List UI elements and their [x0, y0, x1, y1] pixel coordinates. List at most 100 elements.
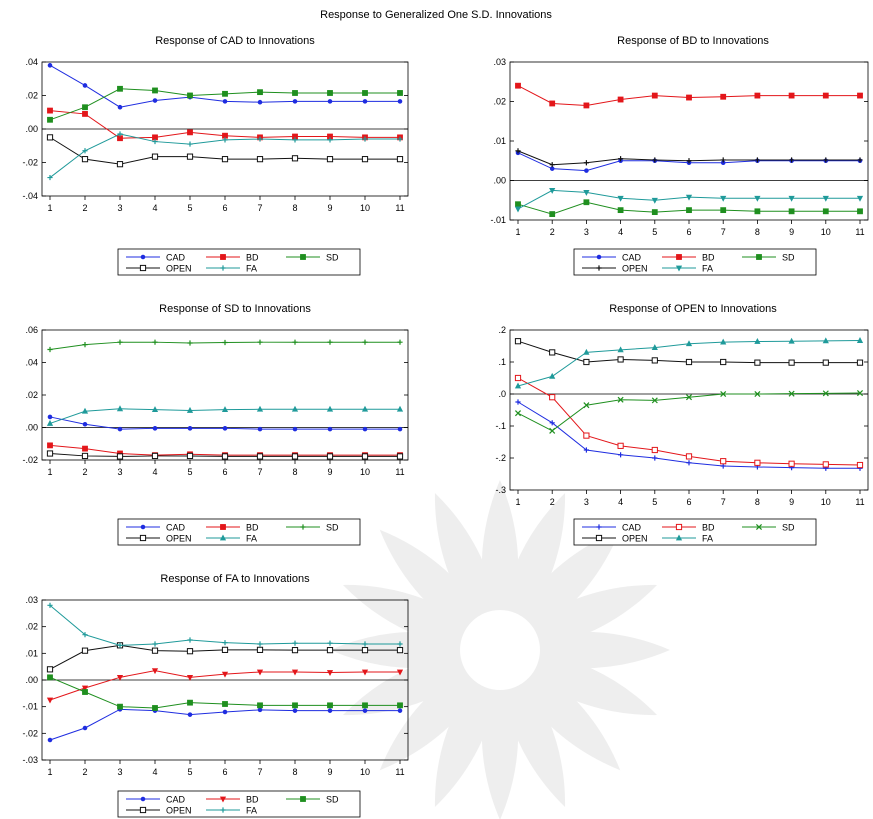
data-point — [292, 702, 298, 709]
legend-marker — [675, 523, 683, 531]
legend-marker — [139, 264, 147, 272]
y-tick-label: .1 — [498, 357, 506, 367]
y-tick-label: -.3 — [495, 485, 506, 495]
y-tick-label: -.02 — [22, 158, 38, 168]
data-point — [222, 701, 228, 707]
data-point — [788, 337, 795, 344]
data-point — [47, 174, 53, 181]
data-point — [857, 157, 863, 163]
y-tick-label: .04 — [25, 358, 38, 368]
data-point — [152, 705, 158, 711]
legend-label: OPEN — [166, 534, 192, 544]
legend-marker — [140, 524, 146, 530]
data-point — [46, 419, 54, 426]
data-point — [617, 396, 624, 403]
x-tick-label: 4 — [152, 467, 157, 477]
data-point — [396, 453, 404, 460]
data-point — [789, 157, 795, 163]
data-point — [720, 458, 727, 465]
data-point — [292, 708, 298, 713]
data-point — [327, 426, 333, 432]
data-point — [222, 426, 228, 431]
data-point — [81, 452, 89, 460]
data-point — [81, 156, 89, 163]
legend-marker — [675, 265, 683, 272]
watermark-petal — [342, 584, 471, 649]
data-point — [720, 358, 727, 366]
y-tick-label: .2 — [498, 325, 506, 335]
x-tick-label: 7 — [721, 497, 726, 507]
data-point — [720, 157, 726, 163]
series-cad — [515, 399, 863, 471]
chart-title: Response of CAD to Innovations — [155, 35, 315, 47]
data-point — [187, 699, 193, 706]
legend-marker — [595, 534, 603, 542]
data-point — [822, 337, 829, 344]
data-point — [362, 339, 368, 345]
data-point — [617, 195, 624, 202]
watermark-petal — [379, 529, 484, 634]
data-point — [257, 702, 263, 709]
data-point — [651, 446, 658, 454]
x-tick-label: 10 — [360, 203, 370, 213]
data-point — [686, 460, 692, 466]
series-cad — [47, 414, 403, 432]
data-point — [152, 87, 158, 94]
data-point — [116, 405, 124, 412]
data-point — [116, 161, 124, 168]
x-tick-label: 11 — [855, 497, 864, 507]
watermark-petal — [529, 584, 658, 649]
x-tick-label: 6 — [222, 767, 227, 777]
legend-label: BD — [702, 523, 715, 533]
data-point — [396, 647, 404, 654]
data-point — [117, 426, 123, 432]
data-point — [327, 90, 333, 96]
data-point — [549, 372, 556, 379]
data-point — [186, 153, 194, 160]
data-point — [788, 359, 795, 366]
legend-label: CAD — [622, 253, 642, 263]
legend-label: FA — [246, 534, 257, 544]
legend-label: CAD — [622, 523, 642, 533]
data-point — [187, 426, 193, 431]
data-point — [82, 83, 88, 88]
x-tick-label: 10 — [360, 767, 370, 777]
series-bd — [515, 82, 863, 109]
data-point — [291, 669, 299, 676]
data-point — [514, 382, 522, 389]
y-tick-label: .03 — [25, 595, 38, 605]
data-point — [327, 702, 333, 709]
data-point — [583, 348, 590, 355]
data-point — [151, 647, 159, 654]
data-point — [257, 707, 263, 713]
data-point — [514, 410, 522, 417]
data-point — [788, 92, 795, 99]
data-point — [583, 402, 590, 409]
chart-legend: CAD BD SD OPEN FA — [117, 518, 361, 546]
data-point — [396, 669, 404, 676]
x-tick-label: 3 — [584, 497, 589, 507]
data-point — [116, 674, 124, 681]
data-point — [291, 647, 299, 654]
series-open — [515, 148, 863, 168]
x-tick-label: 9 — [327, 467, 332, 477]
y-tick-label: -.01 — [22, 702, 38, 712]
legend-label: CAD — [166, 795, 186, 805]
data-point — [361, 647, 369, 654]
data-point — [720, 390, 727, 398]
data-point — [326, 453, 334, 460]
data-point — [117, 104, 123, 110]
x-tick-label: 10 — [821, 497, 831, 507]
data-point — [117, 131, 123, 137]
data-point — [362, 136, 368, 142]
data-point — [549, 349, 556, 356]
x-tick-label: 8 — [755, 497, 760, 507]
y-tick-label: .02 — [493, 97, 506, 107]
legend-label: OPEN — [622, 534, 648, 544]
legend-box — [117, 518, 361, 546]
x-tick-label: 2 — [82, 767, 87, 777]
x-tick-label: 8 — [755, 227, 760, 237]
data-point — [187, 712, 193, 717]
data-point — [82, 632, 88, 638]
data-point — [151, 452, 159, 460]
